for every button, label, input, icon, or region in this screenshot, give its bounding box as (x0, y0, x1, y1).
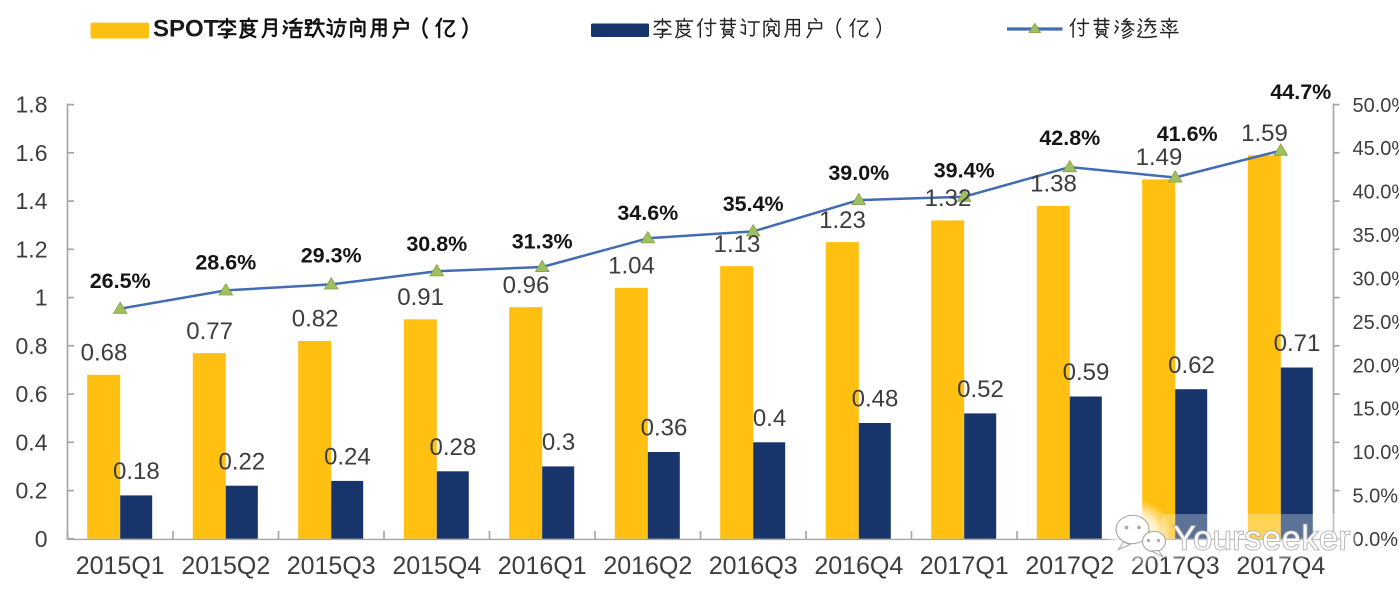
svg-text:30.8%: 30.8% (406, 232, 467, 256)
svg-text:0.28: 0.28 (430, 434, 477, 461)
svg-text:1.59: 1.59 (1241, 120, 1288, 147)
svg-text:2016Q1: 2016Q1 (498, 552, 587, 580)
svg-text:1.4: 1.4 (16, 188, 48, 214)
svg-text:1.2: 1.2 (16, 236, 48, 262)
svg-text:0.6: 0.6 (16, 381, 48, 407)
svg-text:2015Q3: 2015Q3 (287, 552, 376, 580)
svg-text:1.04: 1.04 (608, 253, 655, 280)
svg-text:0.4: 0.4 (753, 405, 786, 432)
svg-text:0.62: 0.62 (1168, 352, 1215, 379)
svg-text:30.0%: 30.0% (1353, 269, 1399, 291)
svg-text:0.52: 0.52 (957, 376, 1004, 403)
svg-text:1.8: 1.8 (16, 92, 48, 118)
svg-text:2015Q2: 2015Q2 (181, 552, 270, 580)
svg-text:35.0%: 35.0% (1353, 225, 1399, 247)
svg-text:0.77: 0.77 (186, 318, 233, 345)
svg-text:0.18: 0.18 (113, 458, 160, 485)
svg-text:0.0%: 0.0% (1353, 529, 1399, 551)
svg-text:2015Q4: 2015Q4 (392, 552, 481, 580)
svg-text:2017Q1: 2017Q1 (920, 552, 1009, 580)
svg-text:0.68: 0.68 (81, 340, 128, 367)
svg-text:40.0%: 40.0% (1353, 182, 1399, 204)
svg-text:45.0%: 45.0% (1353, 138, 1399, 160)
svg-text:2017Q4: 2017Q4 (1236, 552, 1325, 580)
svg-text:39.4%: 39.4% (934, 158, 995, 182)
svg-text:44.7%: 44.7% (1270, 80, 1331, 104)
svg-text:0.3: 0.3 (542, 429, 575, 456)
svg-text:0.36: 0.36 (641, 415, 688, 442)
svg-text:2016Q3: 2016Q3 (709, 552, 798, 580)
svg-text:50.0%: 50.0% (1353, 95, 1399, 117)
svg-text:2015Q1: 2015Q1 (76, 552, 165, 580)
svg-text:41.6%: 41.6% (1157, 122, 1218, 146)
svg-text:1.49: 1.49 (1136, 144, 1183, 171)
svg-text:0.91: 0.91 (397, 284, 444, 311)
svg-text:0: 0 (35, 526, 48, 552)
svg-text:Yourseeker: Yourseeker (1173, 520, 1351, 558)
svg-text:0.8: 0.8 (16, 333, 48, 359)
svg-text:29.3%: 29.3% (301, 244, 362, 268)
svg-text:35.4%: 35.4% (723, 192, 784, 216)
svg-text:28.6%: 28.6% (195, 250, 256, 274)
svg-text:0.59: 0.59 (1063, 359, 1110, 386)
svg-text:0.96: 0.96 (503, 272, 550, 299)
svg-text:15.0%: 15.0% (1353, 399, 1399, 421)
svg-text:0.24: 0.24 (324, 444, 371, 471)
svg-text:1.13: 1.13 (714, 231, 761, 258)
svg-text:2016Q4: 2016Q4 (814, 552, 903, 580)
svg-text:1.38: 1.38 (1030, 171, 1077, 198)
svg-text:0.22: 0.22 (219, 448, 266, 475)
svg-text:2017Q2: 2017Q2 (1025, 552, 1114, 580)
svg-text:39.0%: 39.0% (828, 161, 889, 185)
svg-text:5.0%: 5.0% (1353, 486, 1399, 508)
svg-text:31.3%: 31.3% (512, 229, 573, 253)
svg-text:25.0%: 25.0% (1353, 312, 1399, 334)
svg-text:10.0%: 10.0% (1353, 442, 1399, 464)
svg-text:0.71: 0.71 (1274, 330, 1321, 357)
svg-text:34.6%: 34.6% (617, 201, 678, 225)
svg-text:1: 1 (35, 285, 48, 311)
svg-text:SPOT: SPOT (153, 16, 219, 43)
svg-text:0.82: 0.82 (292, 306, 339, 333)
svg-text:42.8%: 42.8% (1039, 126, 1100, 150)
svg-text:0.2: 0.2 (16, 478, 48, 504)
svg-text:1.32: 1.32 (925, 185, 972, 212)
svg-text:20.0%: 20.0% (1353, 355, 1399, 377)
svg-text:2016Q2: 2016Q2 (603, 552, 692, 580)
svg-text:26.5%: 26.5% (90, 269, 151, 293)
svg-text:1.23: 1.23 (819, 207, 866, 234)
svg-text:1.6: 1.6 (16, 140, 48, 166)
svg-text:0.48: 0.48 (852, 386, 899, 413)
svg-text:0.4: 0.4 (16, 429, 48, 455)
